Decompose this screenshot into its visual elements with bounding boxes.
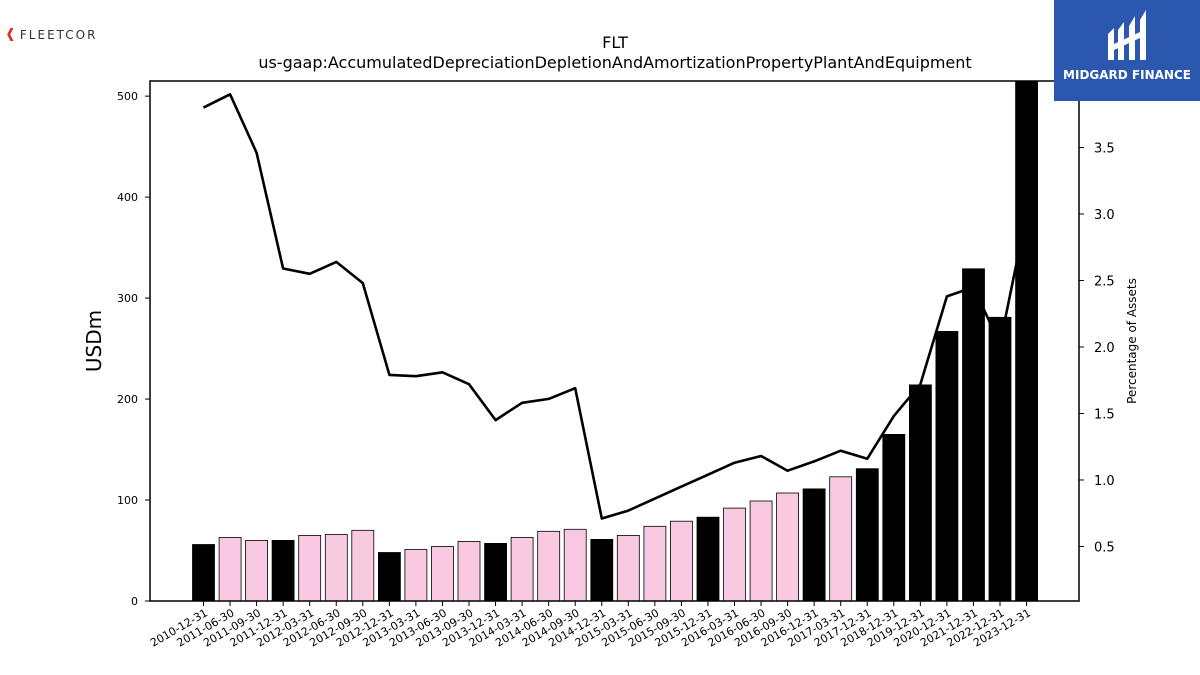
chart-title: FLT: [602, 33, 628, 52]
fleetcor-logo: ❰ FLEETCOR: [5, 27, 97, 42]
midgard-finance-logo: MIDGARD FINANCE: [1054, 0, 1200, 101]
bar-2014-09-30: [563, 528, 587, 602]
x-axis-ticks: 2010-12-312011-06-302011-09-302011-12-31…: [148, 601, 1033, 650]
y-tick-label: 400: [117, 191, 138, 204]
fleetcor-wordmark: FLEETCOR: [19, 27, 98, 42]
y-tick-label: 300: [117, 292, 138, 305]
y2-axis-label: Percentage of Assets: [1125, 278, 1139, 404]
bar-2012-09-30: [351, 529, 375, 602]
bar-group: [192, 80, 1038, 602]
bar-2013-06-30: [431, 546, 454, 602]
bar-2015-03-31: [616, 535, 640, 602]
bar-2014-06-30: [537, 530, 561, 602]
bar-2011-09-30: [245, 540, 269, 602]
bar-2016-03-31: [723, 507, 746, 602]
bar-2019-12-31: [909, 384, 932, 602]
midgard-m-icon: [1108, 10, 1146, 60]
y2-tick-label: 2.5: [1094, 274, 1115, 289]
y2-axis-ticks: 0.5 1.0 1.5 2.0 2.5 3.0 3.5: [1079, 141, 1115, 555]
bar-2012-06-30: [324, 534, 348, 602]
bar-2013-03-31: [404, 549, 428, 602]
bar-2013-12-31: [484, 543, 508, 602]
y-tick-label: 100: [117, 494, 138, 507]
bar-2018-12-31: [882, 433, 906, 602]
bar-2017-12-31: [855, 468, 879, 602]
bar-2014-03-31: [510, 537, 534, 602]
fleetcor-chevron-icon: ❰: [5, 27, 16, 42]
bar-2023-12-31: [1015, 80, 1038, 602]
y2-tick-label: 3.5: [1094, 141, 1115, 156]
bar-2015-12-31: [696, 516, 720, 602]
bar-2021-12-31: [962, 268, 985, 602]
bar-2020-12-31: [935, 330, 959, 602]
y2-tick-label: 3.0: [1094, 208, 1115, 223]
bar-2014-12-31: [590, 539, 614, 602]
bar-2016-06-30: [749, 500, 773, 602]
bar-2011-12-31: [271, 540, 295, 602]
bar-2012-03-31: [298, 535, 322, 602]
y-tick-label: 0: [131, 595, 138, 608]
y-axis-label: USDm: [82, 310, 106, 372]
bar-2011-06-30: [218, 537, 242, 602]
midgard-finance-wordmark: MIDGARD FINANCE: [1063, 68, 1191, 82]
bar-2017-03-31: [829, 476, 853, 602]
y2-tick-label: 0.5: [1094, 540, 1115, 555]
y-axis-ticks: 0 100 200 300 400 500: [117, 90, 150, 608]
bar-2022-12-31: [988, 316, 1012, 602]
bar-2016-09-30: [776, 492, 799, 602]
y-tick-label: 200: [117, 393, 138, 406]
chart-subtitle: us-gaap:AccumulatedDepreciationDepletion…: [258, 53, 971, 72]
plot-frame: [149, 80, 1080, 602]
y-tick-label: 500: [117, 90, 138, 103]
bar-2013-09-30: [457, 541, 481, 602]
bar-2015-06-30: [643, 525, 667, 602]
percentage-line: [202, 93, 1028, 520]
y2-tick-label: 1.5: [1094, 407, 1115, 422]
bar-2010-12-31: [192, 544, 215, 602]
bar-2015-09-30: [670, 520, 693, 602]
y2-tick-label: 1.0: [1094, 474, 1115, 489]
bar-2016-12-31: [802, 488, 826, 602]
y2-tick-label: 2.0: [1094, 341, 1115, 356]
bar-2012-12-31: [377, 552, 401, 602]
